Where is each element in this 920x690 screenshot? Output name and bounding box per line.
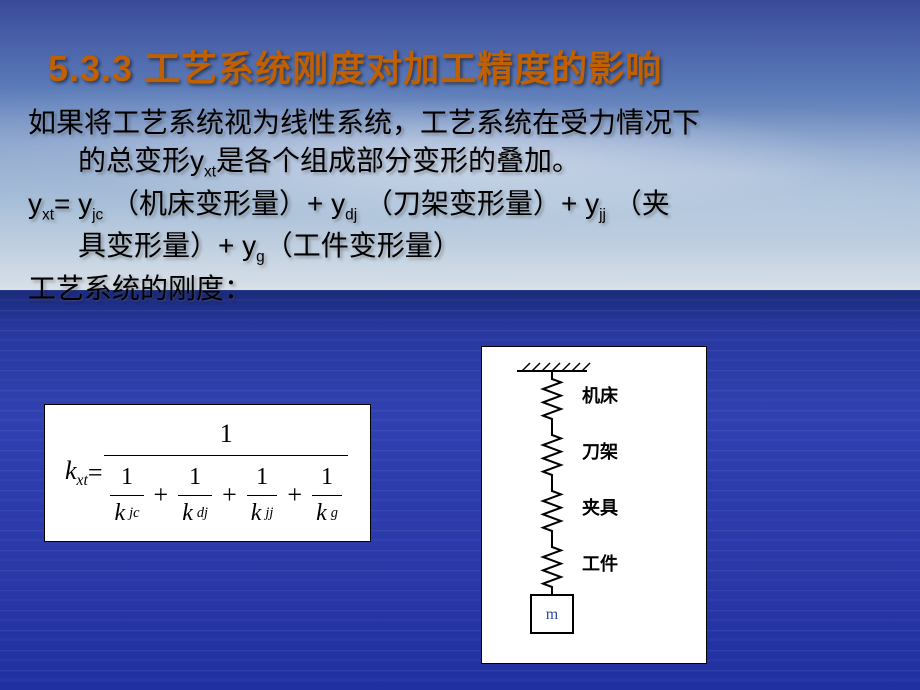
formula-lhs: kxt (65, 456, 88, 490)
p1-a: 如果将工艺系统视为线性系统，工艺系统在受力情况下 (28, 107, 700, 138)
svg-text:m: m (546, 606, 559, 623)
formula-main-fraction: 1 1kjc+1kdj+1kjj+1kg (104, 419, 347, 527)
svg-text:工件: 工件 (582, 553, 618, 574)
svg-text:刀架: 刀架 (582, 441, 618, 462)
formula-term: 1kg (312, 464, 342, 527)
y-g: y (242, 230, 256, 261)
p1-c: 是各个组成部分变形的叠加。 (216, 145, 580, 176)
spring-svg: 机床刀架夹具工件 m (504, 361, 684, 645)
p1-b: 的总变形y (78, 145, 204, 176)
formula-term: 1kdj (178, 464, 212, 527)
slide-title: 5.3.3 工艺系统刚度对加工精度的影响 (48, 40, 892, 92)
slide-content: 5.3.3 工艺系统刚度对加工精度的影响 如果将工艺系统视为线性系统，工艺系统在… (0, 0, 920, 664)
stiffness-formula: kxt = 1 1kjc+1kdj+1kjj+1kg (65, 419, 350, 527)
equation-line: yxt= yjc （机床变形量）+ ydj （刀架变形量）+ yjj （夹具变形… (28, 185, 892, 268)
y-jc: y (78, 188, 92, 219)
svg-text:夹具: 夹具 (582, 497, 618, 518)
figures-row: kxt = 1 1kjc+1kdj+1kjj+1kg 机床刀架夹具工件 m (28, 346, 892, 664)
formula-box: kxt = 1 1kjc+1kdj+1kjj+1kg (44, 404, 371, 542)
p1-b-sub: xt (204, 163, 216, 180)
y-dj: y (331, 188, 345, 219)
y-xt: y (28, 188, 42, 219)
spring-diagram: 机床刀架夹具工件 m (481, 346, 707, 664)
y-jj: y (585, 188, 599, 219)
formula-term: 1kjj (247, 464, 278, 527)
paragraph-1: 如果将工艺系统视为线性系统，工艺系统在受力情况下 的总变形yxt是各个组成部分变… (28, 104, 892, 183)
paragraph-3: 工艺系统的刚度： (28, 270, 892, 308)
formula-term: 1kjc (110, 464, 143, 527)
formula-denominator: 1kjc+1kdj+1kjj+1kg (104, 455, 347, 527)
svg-text:机床: 机床 (582, 385, 619, 406)
